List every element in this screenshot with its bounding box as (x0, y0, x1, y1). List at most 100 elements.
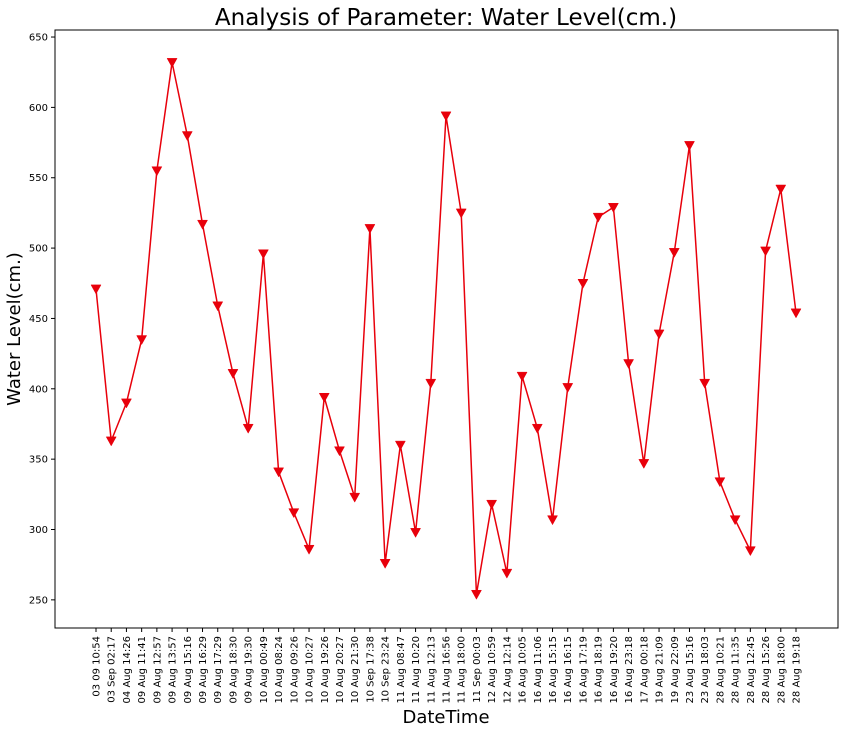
data-point-marker (136, 335, 148, 346)
x-tick-label: 11 Aug 16:56 (442, 636, 453, 703)
data-point-marker (592, 212, 604, 223)
x-tick-label: 12 Aug 10:59 (487, 636, 498, 703)
data-point-marker (334, 446, 345, 457)
y-tick-label: 400 (29, 384, 48, 395)
data-point-marker (349, 492, 361, 503)
x-tick-label: 03 09 10:54 (92, 636, 103, 697)
data-point-marker (121, 398, 132, 409)
data-point-marker (760, 246, 771, 257)
data-point-marker (531, 423, 543, 434)
data-point-marker (151, 166, 163, 177)
data-point-marker (684, 141, 695, 151)
y-tick-label: 450 (29, 314, 48, 325)
x-tick-label: 03 Sep 02:17 (107, 636, 118, 703)
series-water-level (90, 58, 802, 600)
data-point-marker (105, 436, 117, 447)
x-tick-label: 28 Aug 19:18 (792, 636, 803, 703)
data-point-marker (425, 378, 437, 389)
data-point-marker (486, 499, 498, 510)
y-tick-label: 300 (29, 525, 48, 536)
x-tick-label: 09 Aug 11:41 (137, 636, 148, 703)
x-tick-label: 10 Aug 00:49 (259, 636, 270, 703)
y-tick-label: 250 (29, 595, 48, 606)
data-point-marker (90, 284, 102, 295)
data-point-marker (668, 248, 680, 258)
x-tick-label: 11 Aug 08:47 (396, 636, 407, 703)
data-point-marker (394, 440, 406, 451)
x-tick-label: 16 Aug 15:15 (548, 636, 559, 703)
x-axis: 03 09 10:54 03 Sep 02:17 04 Aug 14:26 09 Au… (92, 628, 803, 703)
data-point-marker (699, 378, 711, 389)
x-tick-label: 12 Aug 12:14 (502, 636, 513, 703)
data-point-marker (273, 467, 285, 478)
x-tick-label: 28 Aug 11:35 (731, 636, 742, 703)
data-point-marker (638, 459, 650, 469)
x-tick-label: 10 Sep 17:38 (365, 636, 376, 703)
data-point-marker (714, 477, 726, 488)
data-point-marker (379, 559, 391, 569)
data-point-marker (790, 308, 802, 319)
x-tick-label: 09 Aug 17:29 (213, 636, 224, 703)
x-tick-label: 09 Aug 13:57 (168, 636, 179, 703)
data-point-marker (623, 359, 635, 369)
x-tick-label: 11 Aug 10:20 (411, 636, 422, 703)
data-point-marker (364, 224, 376, 234)
data-point-marker (607, 203, 619, 213)
x-tick-label: 09 Aug 12:57 (152, 636, 163, 703)
x-tick-label: 19 Aug 22:09 (670, 636, 681, 703)
data-point-marker (166, 58, 178, 68)
data-point-marker (729, 515, 741, 526)
data-point-marker (562, 383, 574, 393)
x-tick-label: 19 Aug 21:09 (655, 636, 666, 703)
x-tick-label: 28 Aug 10:21 (715, 636, 726, 703)
x-tick-label: 10 Aug 21:30 (350, 636, 361, 703)
x-axis-title: DateTime (402, 707, 489, 728)
data-point-marker (410, 528, 421, 538)
y-tick-label: 600 (29, 103, 48, 114)
x-tick-label: 16 Aug 11:06 (533, 636, 544, 703)
data-point-marker (318, 392, 330, 403)
data-point-marker (744, 546, 756, 557)
chart-title: Analysis of Parameter: Water Level(cm.) (215, 5, 677, 31)
y-tick-label: 500 (29, 244, 48, 255)
x-tick-label: 10 Aug 09:26 (289, 636, 300, 703)
data-point-marker (547, 515, 558, 526)
x-tick-label: 11 Sep 00:03 (472, 636, 483, 703)
data-point-marker (227, 369, 239, 379)
x-tick-label: 04 Aug 14:26 (122, 636, 133, 703)
data-point-marker (303, 544, 315, 555)
x-tick-label: 16 Aug 19:20 (609, 636, 620, 703)
x-tick-label: 28 Aug 12:45 (746, 636, 757, 703)
x-tick-label: 28 Aug 15:26 (761, 636, 772, 703)
y-tick-label: 350 (29, 455, 48, 466)
data-point-marker (501, 568, 513, 579)
x-tick-label: 10 Aug 20:27 (335, 636, 346, 703)
data-point-marker (212, 301, 224, 312)
y-axis-title: Water Level(cm.) (4, 252, 25, 406)
data-point-marker (775, 184, 787, 195)
y-tick-label: 550 (29, 173, 48, 184)
data-point-marker (197, 219, 208, 230)
data-point-marker (516, 371, 528, 382)
data-point-marker (181, 131, 193, 142)
x-tick-label: 17 Aug 00:18 (639, 636, 650, 703)
x-tick-label: 10 Aug 10:27 (305, 636, 316, 703)
x-tick-label: 09 Aug 19:30 (244, 636, 255, 703)
y-axis: 250 300 350 400 450 500 550 600 650 (29, 33, 55, 606)
x-tick-label: 10 Aug 08:24 (274, 636, 285, 703)
y-tick-label: 650 (29, 33, 48, 44)
x-tick-label: 23 Aug 15:16 (685, 636, 696, 703)
x-tick-label: 28 Aug 18:00 (776, 636, 787, 703)
x-tick-label: 16 Aug 18:19 (594, 636, 605, 703)
x-tick-label: 10 Aug 19:26 (320, 636, 331, 703)
data-point-marker (471, 589, 482, 600)
data-point-marker (257, 249, 269, 260)
x-tick-label: 16 Aug 10:05 (518, 636, 529, 703)
x-tick-label: 11 Aug 12:13 (426, 636, 437, 703)
x-tick-label: 09 Aug 15:16 (183, 636, 194, 703)
x-tick-label: 16 Aug 17:19 (578, 636, 589, 703)
x-tick-label: 16 Aug 16:15 (563, 636, 574, 703)
data-point-marker (577, 279, 589, 289)
x-tick-label: 10 Sep 23:24 (381, 636, 392, 703)
